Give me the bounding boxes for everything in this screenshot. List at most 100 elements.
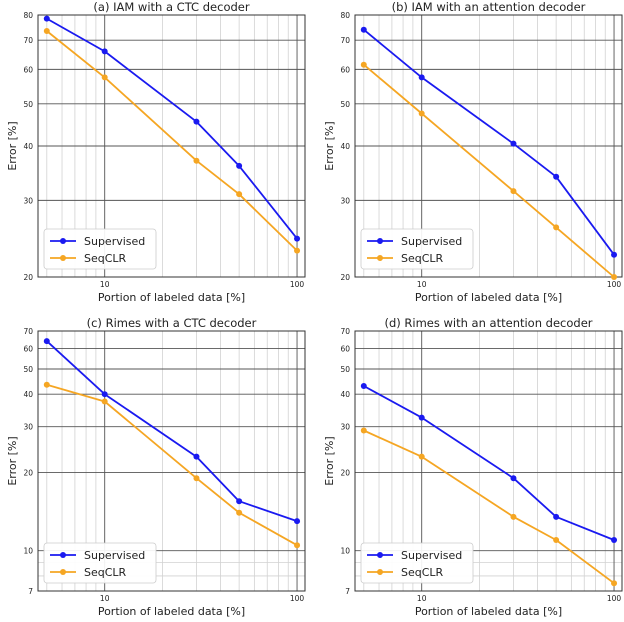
data-point-supervised — [553, 513, 560, 520]
y-tick-label: 40 — [340, 390, 350, 399]
series-line-supervised — [46, 17, 298, 240]
y-tick-label: 30 — [340, 423, 350, 432]
data-point-supervised — [611, 251, 618, 258]
y-tick-label: 30 — [23, 423, 33, 432]
x-axis-label: Portion of labeled data [%] — [415, 291, 562, 304]
y-tick-label: 10 — [340, 547, 350, 556]
chart-panel-1: 10 100 20 30 40 50 60 70 80 (a) IAM with a CTC de… — [6, 0, 306, 304]
data-point-seqclr — [553, 536, 560, 543]
legend-marker — [377, 255, 383, 261]
legend-marker — [377, 569, 383, 575]
data-point-seqclr — [360, 61, 367, 68]
legend-label: Supervised — [401, 235, 462, 248]
y-axis-label: Error [%] — [323, 121, 336, 170]
y-tick-label: 50 — [340, 100, 350, 109]
data-point-seqclr — [510, 188, 517, 195]
legend-label: SeqCLR — [401, 252, 444, 265]
legend-marker — [377, 238, 383, 244]
series-line-supervised — [363, 385, 615, 541]
legend-box — [360, 228, 474, 270]
legend-marker — [377, 552, 383, 558]
y-tick-label: 60 — [340, 344, 350, 353]
data-point-supervised — [510, 475, 517, 482]
legend-marker — [60, 255, 66, 261]
y-tick-label: 60 — [23, 344, 33, 353]
data-point-seqclr — [43, 28, 50, 35]
data-point-supervised — [101, 391, 108, 398]
chart-title: (c) Rimes with a CTC decoder — [87, 316, 257, 330]
legend-label: Supervised — [84, 235, 145, 248]
data-point-supervised — [236, 162, 243, 169]
data-point-seqclr — [553, 224, 560, 231]
legend-label: Supervised — [84, 549, 145, 562]
y-tick-label: 20 — [340, 273, 350, 282]
legend-marker — [60, 552, 66, 558]
x-tick-label: 10 — [100, 280, 110, 289]
x-axis-label: Portion of labeled data [%] — [98, 605, 245, 618]
data-point-supervised — [294, 518, 301, 525]
y-tick-label: 20 — [23, 468, 33, 477]
data-point-seqclr — [360, 427, 367, 434]
y-tick-label: 40 — [23, 390, 33, 399]
chart-panel-3: 10 100 7 10 20 30 40 50 60 70 (c) Rimes with a CTC… — [6, 316, 306, 618]
axes-frame — [37, 330, 306, 592]
data-point-seqclr — [236, 509, 243, 516]
y-tick-label: 70 — [340, 36, 350, 45]
x-tick-label: 10 — [417, 280, 427, 289]
chart-title: (b) IAM with an attention decoder — [392, 0, 586, 14]
x-tick-label: 10 — [100, 594, 110, 603]
y-tick-label: 80 — [23, 11, 33, 20]
data-point-supervised — [193, 453, 200, 460]
x-axis-label: Portion of labeled data [%] — [98, 291, 245, 304]
series-line-seqclr — [46, 383, 298, 546]
data-point-seqclr — [418, 110, 425, 117]
y-tick-label: 60 — [23, 65, 33, 74]
y-tick-label: 70 — [340, 327, 350, 336]
y-tick-label: 50 — [340, 365, 350, 374]
data-point-seqclr — [101, 398, 108, 405]
data-point-supervised — [43, 338, 50, 345]
y-tick-label: 40 — [23, 142, 33, 151]
y-tick-label: 80 — [340, 11, 350, 20]
data-point-seqclr — [193, 157, 200, 164]
axes-frame — [354, 330, 623, 592]
data-point-seqclr — [611, 580, 618, 587]
y-tick-label: 30 — [340, 196, 350, 205]
x-tick-label: 100 — [290, 280, 305, 289]
series-line-seqclr — [46, 30, 298, 252]
legend-box — [360, 542, 474, 584]
y-tick-label: 40 — [340, 142, 350, 151]
y-tick-label: 20 — [340, 468, 350, 477]
data-point-supervised — [101, 48, 108, 55]
y-tick-label: 20 — [23, 273, 33, 282]
data-point-supervised — [418, 414, 425, 421]
y-tick-label: 7 — [345, 587, 350, 596]
legend-label: SeqCLR — [401, 566, 444, 579]
data-point-supervised — [294, 235, 301, 242]
data-point-seqclr — [611, 274, 618, 280]
y-tick-label: 10 — [23, 547, 33, 556]
legend-marker — [60, 238, 66, 244]
y-tick-label: 50 — [23, 100, 33, 109]
data-point-supervised — [510, 140, 517, 147]
legend-label: SeqCLR — [84, 252, 127, 265]
data-point-seqclr — [294, 247, 301, 254]
legend-label: SeqCLR — [84, 566, 127, 579]
data-point-supervised — [193, 118, 200, 125]
data-point-seqclr — [510, 513, 517, 520]
x-axis-label: Portion of labeled data [%] — [415, 605, 562, 618]
data-point-supervised — [418, 74, 425, 81]
data-point-seqclr — [101, 74, 108, 81]
x-tick-label: 100 — [290, 594, 305, 603]
legend-box — [43, 228, 157, 270]
chart-title: (d) Rimes with an attention decoder — [384, 316, 592, 330]
axes-frame — [37, 14, 306, 278]
y-tick-label: 70 — [23, 36, 33, 45]
chart-title: (a) IAM with a CTC decoder — [93, 0, 249, 14]
x-tick-label: 100 — [607, 280, 622, 289]
y-tick-label: 50 — [23, 365, 33, 374]
y-tick-label: 60 — [340, 65, 350, 74]
data-point-seqclr — [294, 542, 301, 549]
y-tick-label: 30 — [23, 196, 33, 205]
